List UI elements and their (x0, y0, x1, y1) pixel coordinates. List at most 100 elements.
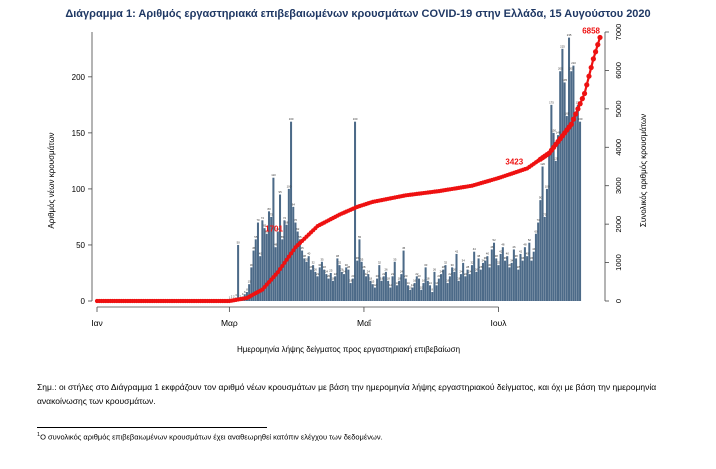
bar (340, 271, 343, 301)
bar-value-label: 30 (488, 263, 492, 267)
bar (455, 253, 458, 301)
bar (415, 276, 418, 301)
bar (462, 262, 465, 301)
cumulative-point (586, 73, 592, 79)
bar-value-label: 34 (462, 258, 466, 262)
y2-tick-label: 2000 (614, 216, 623, 233)
bar (404, 278, 407, 301)
bar-value-label: 35 (305, 257, 309, 261)
y-axis-title: Αριθμός νέων κρουσμάτων (47, 132, 56, 228)
bar (263, 228, 266, 301)
bar-value-label: 44 (532, 247, 536, 251)
x-tick-label: Ιουλ (491, 318, 508, 328)
bar (512, 249, 515, 301)
bar-value-label: 24 (440, 270, 444, 274)
bar (354, 121, 357, 301)
bar-value-label: 160 (578, 117, 583, 121)
bar-value-label: 175 (549, 100, 554, 104)
bar-value-label: 45 (402, 246, 406, 250)
bar (325, 274, 328, 301)
bar (387, 280, 390, 301)
cumulative-annotation: 6858 (582, 26, 600, 35)
bar-value-label: 32 (378, 261, 382, 265)
bar-value-label: 205 (569, 67, 574, 71)
bar (552, 132, 555, 302)
bar-value-label: 46 (512, 245, 516, 249)
bar-value-label: 52 (493, 238, 497, 242)
bar (283, 220, 286, 301)
bar (481, 262, 484, 301)
bar-value-label: 35 (320, 257, 324, 261)
bar (406, 285, 409, 301)
bar-value-label: 14 (407, 281, 411, 285)
bar (395, 285, 398, 301)
bar (534, 233, 537, 301)
y-tick-label: 100 (72, 185, 86, 194)
bar (327, 278, 330, 301)
bar-value-label: 62 (276, 227, 280, 231)
bar (318, 267, 321, 302)
chart-note: Σημ.: οι στήλες στο Διάγραμμα 1 εκφράζου… (37, 382, 657, 406)
bar-value-label: 8 (432, 288, 434, 292)
bar (393, 261, 396, 301)
bar-value-label: 65 (263, 224, 267, 228)
bar (431, 292, 434, 301)
bar-value-label: 12 (411, 283, 415, 287)
bar-value-label: 18 (426, 276, 430, 280)
y-tick-label: 0 (81, 297, 86, 306)
bar-value-label: 90 (539, 196, 543, 200)
bar-value-label: 22 (334, 272, 338, 276)
bar-value-label: 55 (254, 235, 258, 239)
bar-value-label: 20 (437, 274, 441, 278)
bar (446, 283, 449, 301)
bar-value-label: 55 (281, 235, 285, 239)
bar-value-label: 32 (470, 261, 474, 265)
bar (526, 256, 529, 301)
bar-value-label: 35 (393, 257, 397, 261)
bar (301, 250, 304, 301)
bar (539, 200, 542, 302)
bar (309, 269, 312, 301)
bar (398, 280, 401, 301)
bar-value-label: 34 (482, 258, 486, 262)
bar-value-label: 28 (362, 265, 366, 269)
bar (417, 278, 421, 301)
bar (579, 121, 582, 301)
bar-value-label: 30 (451, 263, 455, 267)
bar (369, 280, 372, 301)
bar-value-label: 72 (261, 216, 265, 220)
bar-value-label: 80 (268, 207, 272, 211)
bar (279, 194, 282, 301)
bar-value-label: 14 (429, 281, 433, 285)
bar (367, 274, 370, 301)
bar (402, 250, 405, 301)
bar (570, 71, 573, 301)
bar (554, 160, 557, 301)
bar-value-label: 22 (365, 272, 369, 276)
cumulative-annotation: 3423 (505, 157, 523, 166)
cumulative-point (275, 270, 280, 275)
bar (358, 239, 361, 301)
bar (349, 283, 352, 301)
bar-value-label: 48 (501, 243, 505, 247)
bar (477, 258, 480, 301)
bar-value-label: 15 (248, 280, 252, 284)
bar-value-label: 28 (347, 265, 351, 269)
y-tick-label: 150 (72, 129, 86, 138)
cumulative-point (280, 263, 285, 269)
bar (265, 233, 268, 301)
bar-value-label: 28 (442, 265, 446, 269)
bar (290, 121, 293, 301)
bar-value-label: 125 (554, 156, 559, 160)
bar (457, 280, 460, 301)
bar (473, 251, 476, 301)
bar-value-label: 40 (486, 252, 490, 256)
bar-value-label: 18 (331, 276, 335, 280)
bar-value-label: 16 (422, 279, 426, 283)
bar-value-label: 32 (312, 261, 316, 265)
bar-value-label: 165 (565, 112, 570, 116)
bar (292, 206, 295, 301)
bar-value-label: 3 (235, 293, 237, 297)
footnote: 1Ο συνολικός αριθμός επιβεβαιωμένων κρου… (37, 432, 383, 442)
footnote-text: Ο συνολικός αριθμός επιβεβαιωμένων κρουσ… (40, 432, 383, 442)
